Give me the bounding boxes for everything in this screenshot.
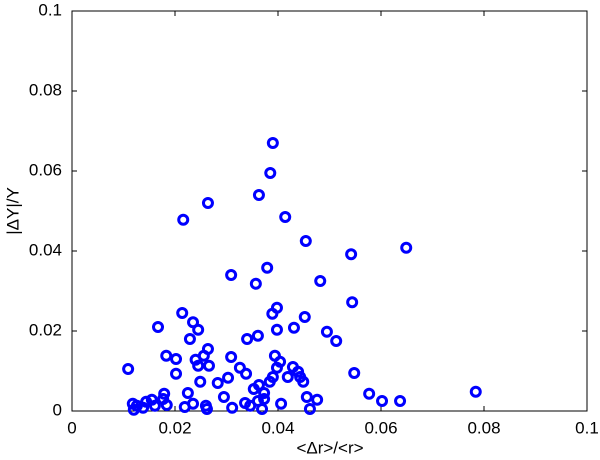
point <box>187 397 200 410</box>
point <box>160 399 173 411</box>
point <box>252 189 265 201</box>
point <box>261 261 274 274</box>
point <box>127 403 140 416</box>
point <box>266 137 279 149</box>
point <box>314 275 327 287</box>
point <box>266 307 279 320</box>
point <box>122 363 135 375</box>
point <box>394 395 407 407</box>
point <box>194 375 207 388</box>
point <box>279 211 292 223</box>
point <box>200 403 213 415</box>
point <box>137 401 150 414</box>
point <box>330 335 343 347</box>
point <box>263 375 276 388</box>
point <box>170 367 183 380</box>
point <box>247 383 260 395</box>
point <box>177 213 190 226</box>
y-axis-label: |ΔY|/Y <box>3 187 22 235</box>
point <box>183 333 196 345</box>
point <box>469 385 482 398</box>
y-tick-label: 0.1 <box>38 0 62 19</box>
point <box>287 321 300 334</box>
x-tick-label: 0.04 <box>261 418 294 437</box>
y-tick-label: 0.04 <box>29 240 62 259</box>
y-tick-label: 0 <box>53 400 62 419</box>
x-tick-label: 0.06 <box>364 418 397 437</box>
y-tick-label: 0.02 <box>29 320 62 339</box>
point <box>241 333 254 345</box>
point <box>226 401 239 414</box>
point <box>264 167 277 179</box>
point <box>311 393 324 406</box>
point <box>400 241 413 254</box>
point <box>202 359 215 372</box>
point <box>217 391 230 403</box>
point <box>346 296 359 309</box>
plot-frame <box>71 10 588 412</box>
point <box>270 323 283 336</box>
point <box>189 353 202 366</box>
point <box>298 311 311 323</box>
point <box>281 371 294 383</box>
point <box>363 387 376 400</box>
point <box>251 395 264 407</box>
point <box>320 325 333 338</box>
point <box>345 248 358 261</box>
x-tick-label: 0.08 <box>467 418 500 437</box>
point <box>251 329 264 342</box>
x-axis-label: <Δr>/<r> <box>296 438 363 457</box>
x-tick-label: 0.02 <box>158 418 191 437</box>
point <box>275 397 288 410</box>
y-tick-label: 0.08 <box>29 80 62 99</box>
point <box>240 367 253 380</box>
point <box>222 371 235 384</box>
x-tick-label: 0.1 <box>575 418 599 437</box>
point <box>225 269 238 281</box>
point <box>176 307 189 319</box>
point <box>192 323 205 336</box>
point <box>152 321 165 333</box>
point <box>270 361 283 374</box>
x-tick-label: 0 <box>67 418 76 437</box>
point <box>148 399 161 412</box>
point <box>187 316 200 329</box>
point <box>348 367 361 379</box>
point <box>225 351 238 363</box>
point <box>170 353 183 365</box>
point <box>181 387 194 399</box>
point <box>300 391 313 403</box>
y-tick-label: 0.06 <box>29 160 62 179</box>
point <box>303 403 316 415</box>
point <box>201 197 214 209</box>
point <box>192 359 205 372</box>
point <box>297 375 310 388</box>
point <box>376 395 389 407</box>
point <box>249 277 262 290</box>
point <box>258 387 271 399</box>
point <box>160 349 173 362</box>
point <box>211 377 224 389</box>
point <box>233 361 246 374</box>
point <box>158 387 171 400</box>
point <box>299 235 312 247</box>
